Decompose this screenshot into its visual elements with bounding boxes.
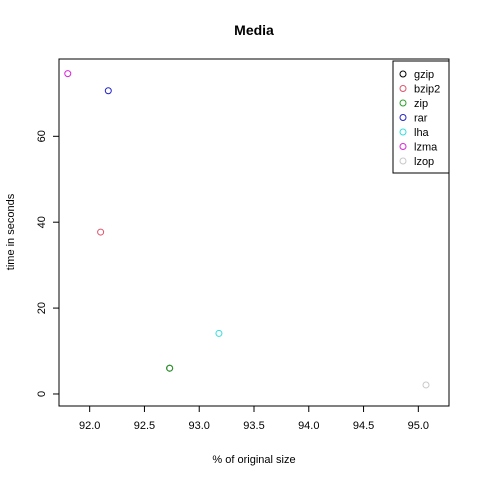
data-point-lha — [215, 329, 223, 337]
data-point-lzma — [64, 70, 72, 78]
x-tick-label: 93.5 — [243, 420, 264, 432]
legend-label-zip: zip — [414, 98, 428, 110]
legend-marker-lzma — [399, 143, 407, 150]
x-tick-label: 94.0 — [298, 420, 319, 432]
x-tick-label: 92.0 — [79, 420, 100, 432]
plot-area-border — [58, 58, 450, 407]
data-point-lzop — [422, 381, 430, 389]
legend-label-bzip2: bzip2 — [414, 84, 440, 96]
legend-label-lzma: lzma — [414, 142, 438, 154]
legend-marker-bzip2 — [399, 85, 407, 92]
x-tick-label: 94.5 — [353, 420, 374, 432]
x-tick-label: 95.0 — [408, 420, 429, 432]
y-tick-label: 20 — [36, 302, 48, 314]
data-point-zip — [166, 364, 174, 372]
legend-label-rar: rar — [414, 113, 428, 125]
x-axis: 92.0 92.5 93.0 93.5 94.0 94.5 95.0 — [79, 406, 429, 432]
legend-label-lha: lha — [414, 127, 430, 139]
y-tick-label: 40 — [36, 216, 48, 228]
x-axis-label: % of original size — [212, 454, 295, 466]
legend-box — [392, 60, 450, 174]
legend-marker-lzop — [399, 157, 407, 165]
data-points — [64, 70, 430, 389]
x-tick-label: 93.0 — [189, 420, 210, 432]
legend-marker-rar — [399, 114, 407, 121]
legend-marker-zip — [399, 99, 407, 107]
y-axis-label: time in seconds — [5, 193, 17, 270]
x-tick-label: 92.5 — [134, 420, 155, 432]
data-point-bzip2 — [97, 228, 105, 236]
y-axis: 0 20 40 60 — [36, 130, 59, 397]
data-point-rar — [104, 87, 112, 95]
legend-label-gzip: gzip — [414, 69, 434, 81]
y-tick-label: 60 — [36, 130, 48, 142]
legend-marker-gzip — [399, 70, 407, 78]
chart-title: Media — [234, 22, 274, 38]
legend-marker-lha — [399, 128, 407, 136]
y-tick-label: 0 — [36, 391, 48, 397]
legend-label-lzop: lzop — [414, 156, 434, 168]
legend: gzip bzip2 zip rar lha lzma lzop — [392, 60, 450, 174]
